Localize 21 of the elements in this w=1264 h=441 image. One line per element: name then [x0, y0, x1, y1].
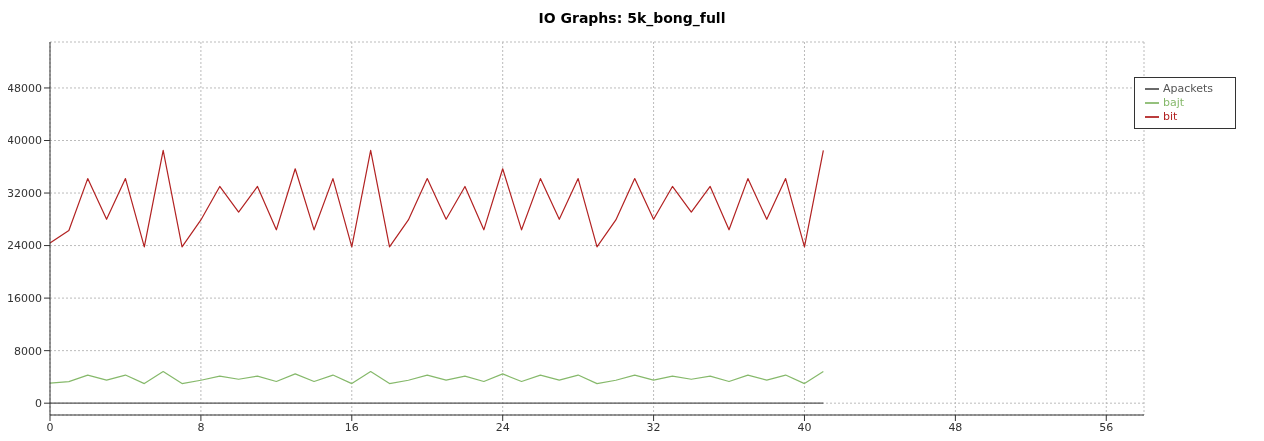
legend-label: Apackets	[1163, 82, 1214, 95]
chart-title: IO Graphs: 5k_bong_full	[537, 9, 727, 29]
x-tick-label: 48	[948, 420, 963, 434]
line-series	[50, 149, 824, 248]
legend-label: bajt	[1163, 96, 1185, 109]
x-tick-label: 32	[646, 420, 661, 434]
x-tick-label: 16	[344, 420, 359, 434]
x-tick-label: 8	[197, 420, 205, 434]
y-tick-label: 48000	[7, 81, 42, 95]
x-tick-label: 24	[495, 420, 510, 434]
y-tick-label: 0	[35, 397, 42, 411]
x-tick-label: 56	[1099, 420, 1114, 434]
x-tick-label: 40	[797, 420, 812, 434]
y-tick-label: 16000	[7, 292, 42, 306]
line-series	[50, 370, 824, 385]
legend-label: bit	[1163, 110, 1178, 123]
x-tick-label: 0	[46, 420, 54, 434]
y-tick-label: 32000	[7, 186, 42, 200]
y-tick-label: 8000	[14, 344, 42, 358]
y-tick-label: 40000	[7, 134, 42, 148]
y-tick-label: 24000	[7, 239, 42, 253]
